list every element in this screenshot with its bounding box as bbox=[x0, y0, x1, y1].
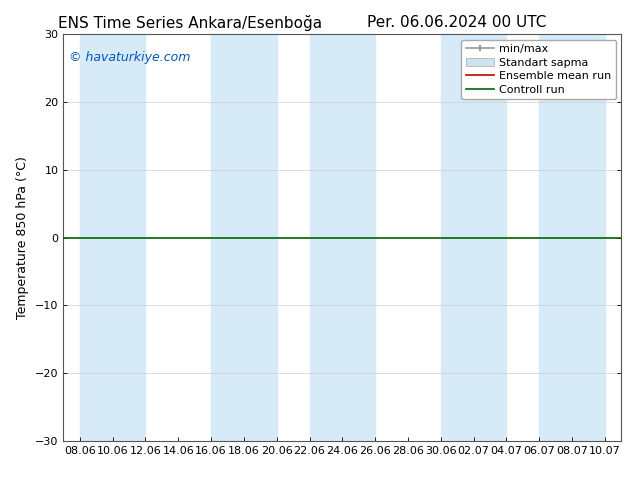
Bar bbox=[540, 34, 605, 441]
Legend: min/max, Standart sapma, Ensemble mean run, Controll run: min/max, Standart sapma, Ensemble mean r… bbox=[462, 40, 616, 99]
Bar bbox=[80, 34, 145, 441]
Bar bbox=[309, 34, 375, 441]
Text: ENS Time Series Ankara/Esenboğa: ENS Time Series Ankara/Esenboğa bbox=[58, 15, 322, 31]
Text: © havaturkiye.com: © havaturkiye.com bbox=[69, 50, 190, 64]
Y-axis label: Temperature 850 hPa (°C): Temperature 850 hPa (°C) bbox=[16, 156, 30, 319]
Bar bbox=[441, 34, 507, 441]
Bar bbox=[211, 34, 276, 441]
Text: Per. 06.06.2024 00 UTC: Per. 06.06.2024 00 UTC bbox=[367, 15, 546, 30]
